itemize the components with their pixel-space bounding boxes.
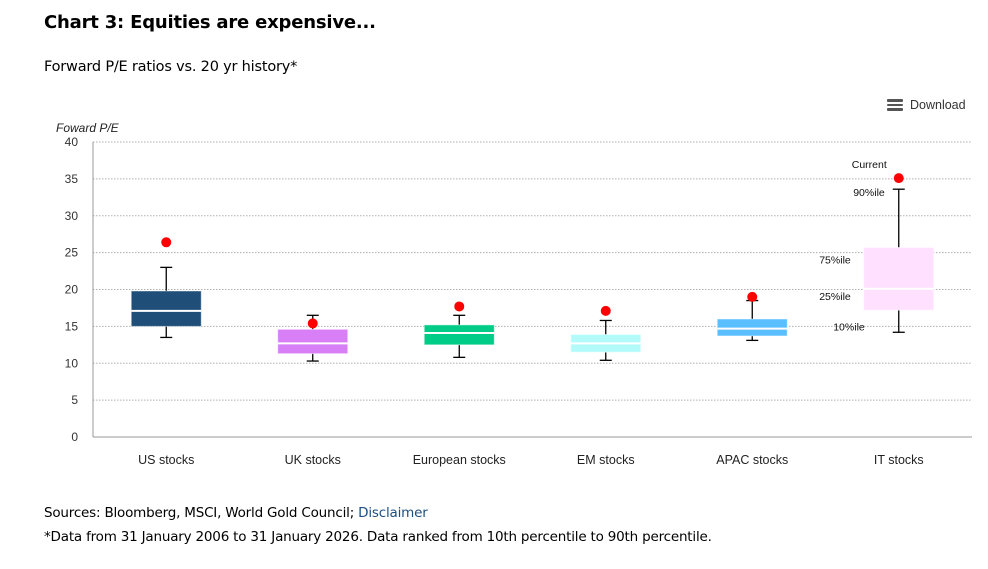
chart-subtitle: Forward P/E ratios vs. 20 yr history*	[44, 59, 298, 75]
x-tick-label: EM stocks	[577, 453, 635, 467]
box-apac-stocks	[716, 291, 788, 342]
y-tick-label: 20	[65, 283, 79, 297]
download-label: Download	[910, 97, 966, 112]
x-tick-labels: US stocks UK stocks European stocks EM stoc…	[138, 453, 924, 467]
iqr-box	[130, 290, 202, 327]
hamburger-menu-icon	[887, 97, 903, 113]
boxplot-chart: Foward P/E 0 5 10 15 20 25 30 35 40 US stocks UK …	[56, 121, 972, 467]
y-axis-label: Foward P/E	[56, 121, 120, 135]
sources-line: Sources: Bloomberg, MSCI, World Gold Cou…	[44, 505, 428, 521]
box-em-stocks	[570, 305, 642, 361]
y-tick-label: 10	[65, 356, 79, 370]
y-tick-label: 25	[65, 246, 79, 260]
current-marker	[747, 291, 758, 302]
box-it-stocks	[863, 173, 935, 333]
y-tick-label: 30	[65, 209, 79, 223]
current-marker	[600, 305, 611, 316]
box-uk-stocks	[277, 314, 349, 362]
x-tick-label: IT stocks	[874, 453, 924, 467]
y-tick-label: 40	[65, 135, 79, 149]
boxes	[130, 173, 935, 362]
sources-text: Sources: Bloomberg, MSCI, World Gold Cou…	[44, 505, 359, 521]
y-tick-label: 5	[71, 393, 78, 407]
iqr-box	[277, 328, 349, 355]
x-tick-label: US stocks	[138, 453, 194, 467]
x-tick-label: European stocks	[413, 453, 506, 467]
current-marker	[893, 173, 904, 184]
y-tick-label: 0	[71, 430, 78, 444]
annotation-p25: 25%ile	[819, 291, 851, 303]
current-marker	[307, 318, 318, 329]
current-marker	[161, 237, 172, 248]
box-european-stocks	[423, 301, 495, 359]
x-tick-label: APAC stocks	[716, 453, 788, 467]
annotation-current: Current	[852, 159, 887, 171]
y-tick-labels: 0 5 10 15 20 25 30 35 40	[65, 135, 79, 444]
x-tick-label: UK stocks	[285, 453, 341, 467]
gridlines	[93, 141, 972, 401]
annotation-p90: 90%ile	[853, 187, 885, 199]
footnote: *Data from 31 January 2006 to 31 January…	[44, 529, 712, 545]
y-tick-label: 35	[65, 172, 79, 186]
disclaimer-link[interactable]: Disclaimer	[358, 505, 428, 521]
iqr-box	[863, 246, 935, 311]
y-tick-label: 15	[65, 319, 79, 333]
annotations: Current 90%ile 75%ile 25%ile 10%ile	[819, 159, 887, 333]
chart-title: Chart 3: Equities are expensive...	[44, 12, 376, 33]
iqr-box	[716, 318, 788, 337]
box-us-stocks	[130, 237, 202, 339]
current-marker	[454, 301, 465, 312]
annotation-p10: 10%ile	[833, 321, 865, 333]
iqr-box	[423, 324, 495, 346]
annotation-p75: 75%ile	[819, 254, 851, 266]
download-button[interactable]: Download	[887, 97, 966, 113]
